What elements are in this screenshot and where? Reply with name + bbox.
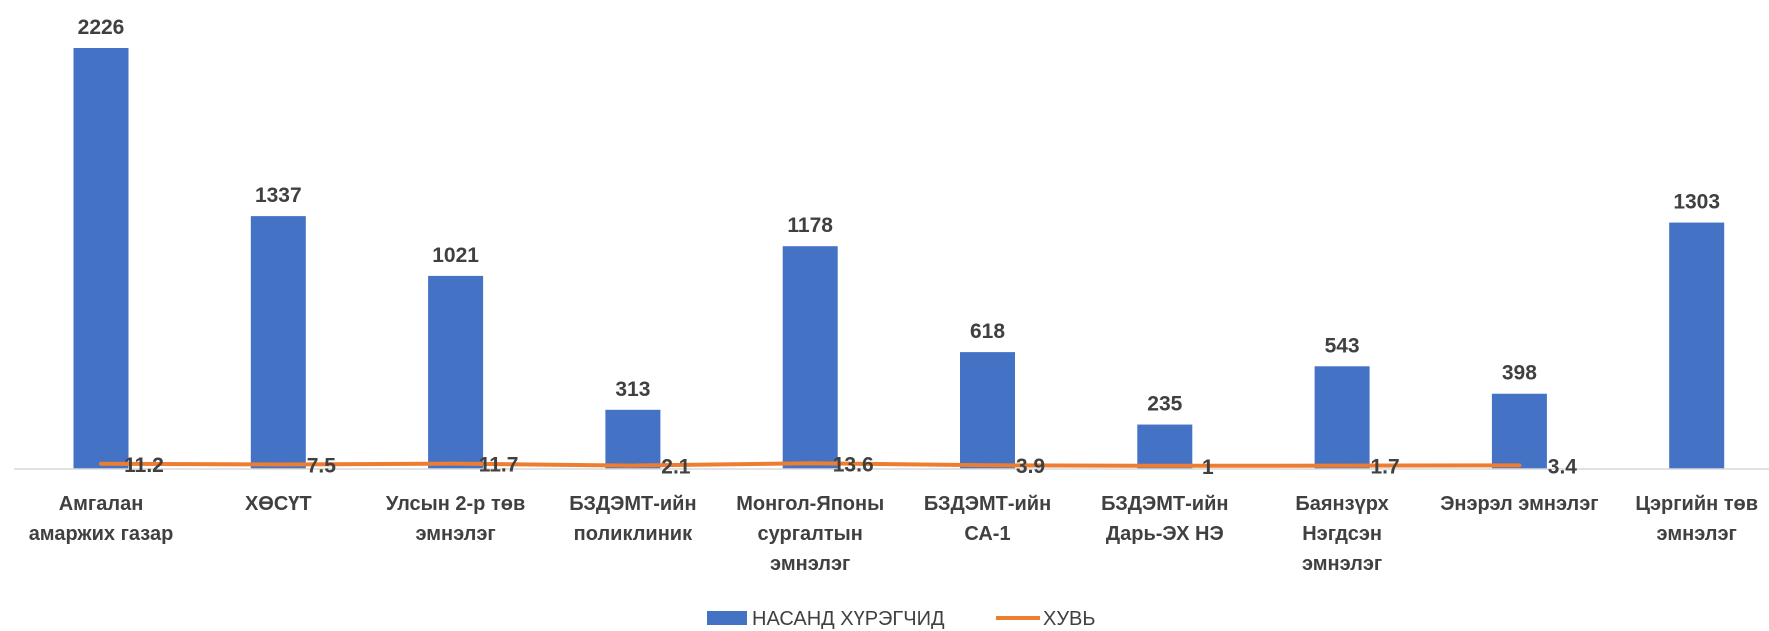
bar-value-label: 235 [1147, 393, 1182, 416]
line-value-label: 1.7 [1370, 456, 1399, 479]
bar [428, 275, 484, 469]
bar [960, 352, 1015, 469]
line-value-label: 2.1 [661, 456, 691, 479]
bar-data-labels: 2226 1337 1021 313 1178 618 235 543 398 1303 [78, 16, 1720, 416]
bar-value-label: 1178 [787, 214, 833, 237]
line-series [99, 461, 1522, 468]
bar-value-label: 398 [1502, 362, 1537, 385]
bar [1491, 393, 1547, 469]
legend-bar-swatch [707, 611, 747, 625]
bar-value-label: 1337 [255, 184, 302, 207]
bar-value-label: 1021 [432, 244, 479, 267]
legend-line-label: ХУВЬ [1043, 608, 1096, 630]
category-label: Амгалан амаржих газар [29, 493, 174, 545]
category-label: БЗДЭМТ-ийн Дарь-ЭХ НЭ [1101, 493, 1228, 545]
bar-value-label: 1303 [1673, 191, 1720, 214]
bar [782, 246, 838, 469]
category-label: Баянзүрх Нэгдсэн эмнэлэг [1295, 493, 1388, 575]
bar [1137, 424, 1193, 469]
category-label: БЗДЭМТ-ийн СА-1 [924, 493, 1051, 545]
category-label: Улсын 2-р төв эмнэлэг [386, 493, 525, 545]
bar [73, 48, 129, 469]
category-label: Цэргийн төв эмнэлэг [1635, 493, 1758, 545]
bar-value-label: 543 [1325, 334, 1360, 357]
line-value-label: 3.9 [1016, 455, 1045, 478]
bar [1314, 366, 1370, 469]
bar [1669, 222, 1725, 469]
legend-bar-label: НАСАНД ХҮРЭГЧИД [752, 608, 945, 630]
legend: НАСАНД ХҮРЭГЧИД ХУВЬ [707, 608, 1096, 630]
bar-value-label: 618 [970, 320, 1005, 343]
line-value-label: 7.5 [307, 455, 337, 478]
line-path [99, 461, 1522, 468]
bar-value-label: 2226 [78, 16, 125, 39]
line-value-label: 1 [1202, 456, 1214, 479]
line-value-label: 11.7 [479, 454, 519, 477]
line-value-label: 13.6 [833, 453, 874, 476]
category-label: Энэрэл эмнэлэг [1440, 493, 1598, 515]
category-label: Монгол-Японы сургалтын эмнэлэг [736, 493, 884, 575]
line-value-label: 11.2 [124, 454, 164, 477]
bar-value-label: 313 [615, 378, 650, 401]
line-data-labels: 11.2 7.5 11.7 2.1 13.6 3.9 1 1.7 3.4 [124, 453, 1577, 479]
category-labels: Амгалан амаржих газар ХӨСҮТ Улсын 2-р төв эм… [29, 493, 1758, 575]
bar [250, 216, 306, 469]
category-label: БЗДЭМТ-ийн поликлиник [569, 493, 696, 545]
line-value-label: 3.4 [1548, 455, 1578, 478]
bar [605, 409, 661, 469]
bar-series [73, 48, 1725, 469]
category-label: ХӨСҮТ [245, 493, 312, 515]
